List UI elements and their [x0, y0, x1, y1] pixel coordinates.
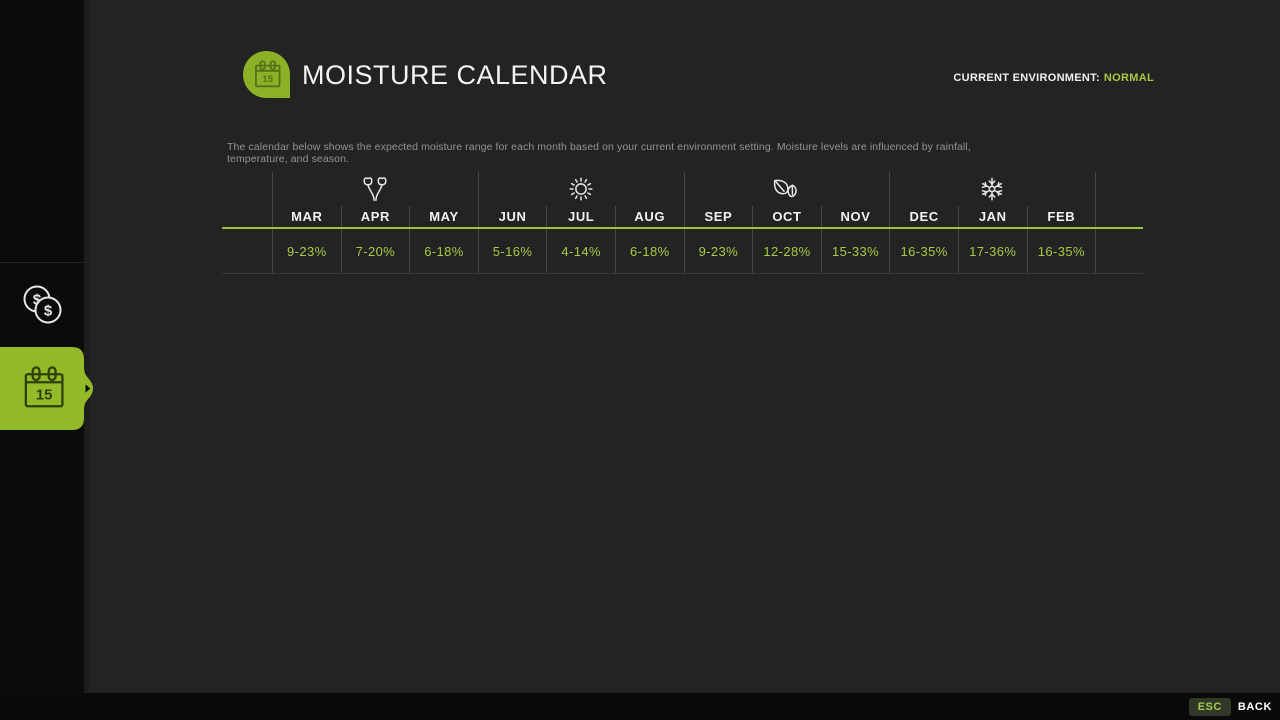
moisture-value: 15-33% — [831, 243, 880, 259]
sidebar-tab-economy[interactable]: $ $ — [0, 262, 84, 347]
month-label: MAR — [291, 209, 323, 224]
month-label: DEC — [909, 209, 939, 224]
calendar-icon: 15 — [20, 364, 66, 412]
table-bottom-border — [222, 273, 1143, 274]
summer-sun-icon — [546, 172, 615, 206]
month-label: APR — [360, 209, 391, 224]
moisture-value: 9-23% — [698, 243, 739, 259]
month-label: JUN — [498, 209, 527, 224]
accent-divider-line — [222, 227, 1143, 229]
month-label: NOV — [840, 209, 871, 224]
moisture-calendar-table: MAR APR MAY JUN JUL AUG SEP OCT NOV DEC … — [222, 172, 1143, 274]
moisture-value: 16-35% — [900, 243, 948, 259]
month-label: OCT — [772, 209, 802, 224]
svg-text:$: $ — [33, 292, 42, 309]
month-label: JAN — [978, 209, 1007, 224]
svg-text:15: 15 — [36, 387, 53, 403]
moisture-value: 12-28% — [763, 243, 811, 259]
page-title: MOISTURE CALENDAR — [302, 60, 608, 90]
footer-bar: ESC BACK — [0, 693, 1280, 720]
season-icons-row — [222, 172, 1143, 206]
month-label: AUG — [634, 209, 666, 224]
moisture-value: 6-18% — [424, 243, 464, 259]
moisture-values-row: 9-23% 7-20% 6-18% 5-16% 4-14% 6-18% 9-23… — [222, 229, 1143, 273]
moisture-value: 4-14% — [561, 243, 601, 259]
winter-snowflake-icon — [958, 172, 1027, 206]
sidebar-divider — [84, 0, 89, 693]
moisture-value: 7-20% — [355, 243, 396, 259]
month-label: JUL — [567, 209, 595, 224]
sidebar-tab-moisture-calendar[interactable]: 15 — [0, 347, 94, 430]
current-environment: CURRENT ENVIRONMENT: NORMAL — [953, 72, 1154, 84]
svg-text:$: $ — [44, 303, 53, 320]
environment-label: CURRENT ENVIRONMENT: — [953, 72, 1100, 84]
calendar-description: The calendar below shows the expected mo… — [227, 141, 971, 165]
selected-tab-arrow-icon — [85, 384, 91, 393]
month-label: MAY — [429, 209, 459, 224]
month-label: SEP — [704, 209, 733, 224]
coins-icon: $ $ — [19, 284, 65, 326]
back-button[interactable]: BACK — [1237, 700, 1272, 713]
svg-text:15: 15 — [262, 74, 273, 85]
month-label: FEB — [1047, 209, 1076, 224]
environment-value: NORMAL — [1103, 72, 1154, 84]
moisture-value: 5-16% — [492, 243, 533, 259]
page-title-calendar-icon: 15 — [243, 51, 290, 98]
moisture-value: 17-36% — [969, 243, 1017, 259]
month-labels-row: MAR APR MAY JUN JUL AUG SEP OCT NOV DEC … — [222, 206, 1143, 227]
moisture-value: 16-35% — [1037, 243, 1085, 259]
autumn-leaves-icon — [752, 172, 821, 206]
esc-key-button[interactable]: ESC — [1188, 697, 1231, 716]
moisture-value: 9-23% — [287, 243, 327, 259]
sidebar — [0, 0, 84, 693]
spring-flowers-icon — [341, 172, 410, 206]
moisture-value: 6-18% — [629, 243, 670, 259]
